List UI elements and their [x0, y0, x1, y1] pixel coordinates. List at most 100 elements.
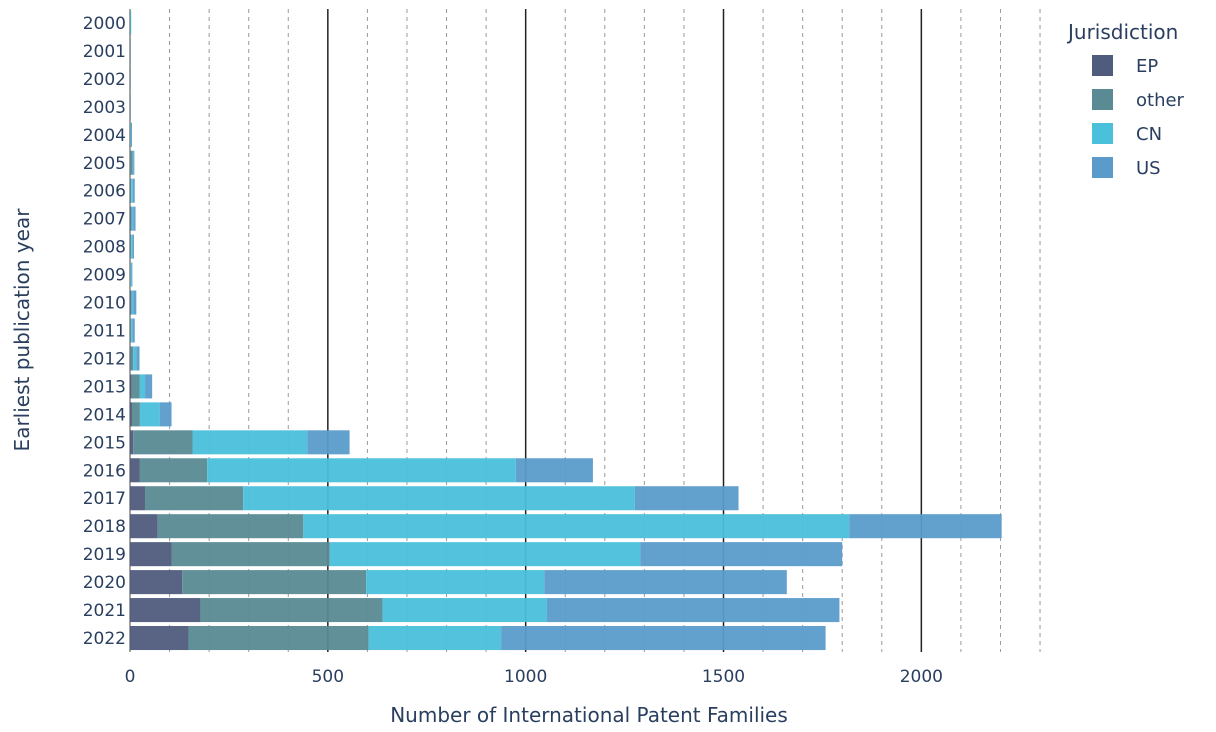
- bar-CN-2011[interactable]: [131, 318, 133, 343]
- y-tick-label: 2009: [83, 266, 126, 286]
- bar-EP-2012[interactable]: [130, 346, 131, 371]
- bar-CN-2019[interactable]: [329, 542, 641, 567]
- bar-CN-2006[interactable]: [131, 178, 133, 203]
- bar-other-2011[interactable]: [130, 318, 132, 343]
- bar-other-2004[interactable]: [130, 122, 131, 147]
- x-tick-label: 2000: [900, 667, 943, 687]
- y-tick-label: 2005: [83, 154, 126, 174]
- bar-US-2017[interactable]: [634, 486, 739, 511]
- bar-CN-2021[interactable]: [382, 598, 547, 623]
- bar-US-2019[interactable]: [640, 542, 843, 567]
- bar-CN-2017[interactable]: [243, 486, 635, 511]
- bars-layer: [130, 10, 1002, 651]
- legend-swatch: [1092, 123, 1113, 144]
- bar-US-2018[interactable]: [849, 514, 1002, 539]
- bar-EP-2017[interactable]: [130, 486, 146, 511]
- bar-other-2007[interactable]: [130, 206, 132, 231]
- legend-label: US: [1136, 158, 1161, 179]
- bar-CN-2005[interactable]: [132, 150, 134, 175]
- y-tick-label: 2013: [83, 377, 126, 397]
- bar-CN-2000[interactable]: [130, 10, 132, 35]
- bar-US-2013[interactable]: [145, 374, 153, 399]
- bar-CN-2014[interactable]: [139, 402, 160, 427]
- bar-US-2012[interactable]: [136, 346, 140, 371]
- bar-other-2001[interactable]: [130, 38, 131, 63]
- x-tick-label: 500: [312, 667, 344, 687]
- bar-CN-2015[interactable]: [192, 430, 308, 455]
- legend[interactable]: Jurisdiction EP other CN US: [1066, 20, 1185, 179]
- bar-CN-2020[interactable]: [366, 570, 545, 595]
- bar-EP-2019[interactable]: [130, 542, 172, 567]
- bar-CN-2018[interactable]: [303, 514, 850, 539]
- bar-EP-2014[interactable]: [130, 402, 132, 427]
- legend-item-EP[interactable]: EP: [1092, 55, 1158, 77]
- bar-CN-2022[interactable]: [368, 626, 502, 651]
- bar-other-2006[interactable]: [130, 178, 132, 203]
- bar-other-2012[interactable]: [130, 346, 134, 371]
- bar-EP-2021[interactable]: [130, 598, 201, 623]
- bar-US-2008[interactable]: [132, 234, 134, 259]
- bar-US-2015[interactable]: [307, 430, 350, 455]
- bar-other-2020[interactable]: [182, 570, 367, 595]
- bar-other-2003[interactable]: [130, 94, 131, 119]
- legend-title: Jurisdiction: [1066, 20, 1178, 44]
- y-tick-label: 2016: [83, 461, 126, 481]
- legend-label: EP: [1136, 56, 1158, 77]
- bar-US-2004[interactable]: [131, 122, 132, 147]
- bar-US-2014[interactable]: [159, 402, 172, 427]
- bar-US-2006[interactable]: [132, 178, 135, 203]
- bar-CN-2012[interactable]: [133, 346, 137, 371]
- bar-EP-2022[interactable]: [130, 626, 189, 651]
- bar-EP-2016[interactable]: [130, 458, 140, 483]
- bar-US-2016[interactable]: [515, 458, 593, 483]
- bar-other-2022[interactable]: [188, 626, 369, 651]
- x-axis-title: Number of International Patent Families: [390, 703, 788, 727]
- bar-other-2002[interactable]: [130, 66, 131, 91]
- y-tick-label: 2001: [83, 42, 126, 62]
- bar-US-2022[interactable]: [501, 626, 826, 651]
- bar-CN-2016[interactable]: [207, 458, 516, 483]
- legend-item-CN[interactable]: CN: [1092, 123, 1162, 145]
- bar-other-2015[interactable]: [133, 430, 193, 455]
- bar-CN-2013[interactable]: [139, 374, 146, 399]
- bar-other-2010[interactable]: [130, 290, 132, 315]
- bar-other-2017[interactable]: [145, 486, 244, 511]
- y-tick-label: 2017: [83, 489, 126, 509]
- bar-EP-2013[interactable]: [130, 374, 132, 399]
- bar-CN-2010[interactable]: [131, 290, 134, 315]
- y-tick-label: 2008: [83, 238, 126, 258]
- bar-CN-2008[interactable]: [131, 234, 133, 259]
- legend-label: other: [1136, 90, 1185, 111]
- bar-US-2005[interactable]: [133, 150, 135, 175]
- bar-US-2007[interactable]: [133, 206, 136, 231]
- bar-other-2014[interactable]: [131, 402, 140, 427]
- y-tick-label: 2012: [83, 349, 126, 369]
- bar-other-2009[interactable]: [130, 262, 131, 287]
- bar-US-2009[interactable]: [131, 262, 133, 287]
- y-tick-label: 2000: [83, 14, 126, 34]
- bar-EP-2020[interactable]: [130, 570, 183, 595]
- bar-other-2019[interactable]: [171, 542, 330, 567]
- bar-US-2011[interactable]: [132, 318, 135, 343]
- bar-US-2010[interactable]: [133, 290, 137, 315]
- bar-EP-2018[interactable]: [130, 514, 158, 539]
- bar-CN-2007[interactable]: [131, 206, 134, 231]
- bar-other-2008[interactable]: [130, 234, 132, 259]
- bar-US-2020[interactable]: [544, 570, 787, 595]
- bar-EP-2015[interactable]: [130, 430, 134, 455]
- x-tick-label: 1000: [504, 667, 547, 687]
- bar-other-2021[interactable]: [200, 598, 383, 623]
- legend-item-US[interactable]: US: [1092, 157, 1161, 179]
- bar-other-2016[interactable]: [139, 458, 208, 483]
- bar-other-2013[interactable]: [131, 374, 140, 399]
- bar-CN-2009[interactable]: [130, 262, 132, 287]
- y-tick-label: 2006: [83, 182, 126, 202]
- bar-US-2021[interactable]: [546, 598, 840, 623]
- y-tick-label: 2020: [83, 573, 126, 593]
- legend-item-other[interactable]: other: [1092, 89, 1185, 111]
- x-tick-label: 1500: [702, 667, 745, 687]
- bar-other-2018[interactable]: [157, 514, 304, 539]
- bar-other-2005[interactable]: [130, 150, 133, 175]
- y-tick-label: 2003: [83, 98, 126, 118]
